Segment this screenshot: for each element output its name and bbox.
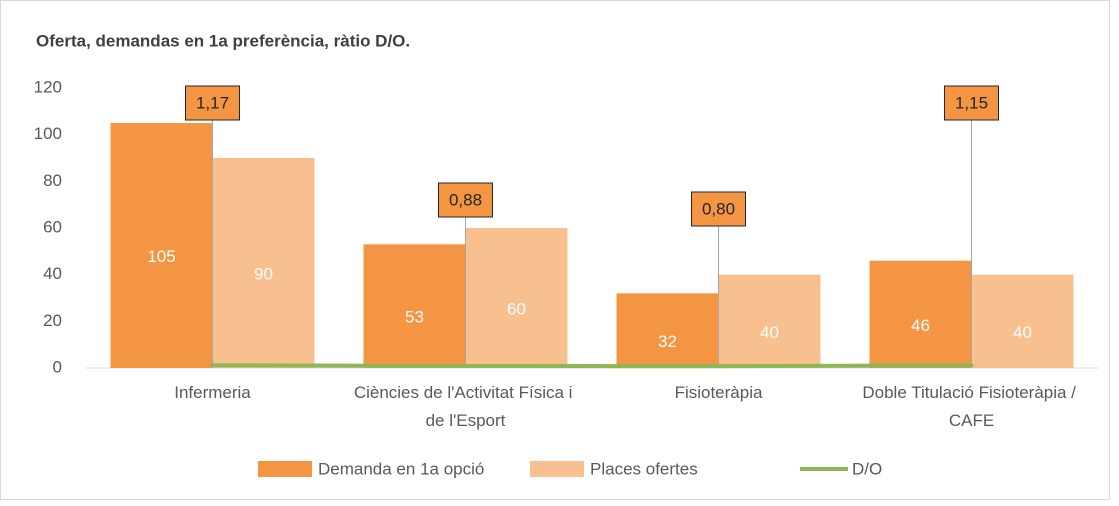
bar-value-label: 32	[658, 332, 677, 351]
bar-value-label: 60	[507, 299, 526, 318]
y-tick-label: 80	[43, 171, 62, 190]
data-label-box	[185, 85, 240, 121]
x-tick-label-line: Ciències de l'Activitat Física i	[354, 383, 577, 402]
bar-value-label: 105	[147, 247, 175, 266]
x-tick-label-line: Doble Titulació Fisioteràpia /	[862, 383, 1080, 402]
bar	[616, 293, 719, 368]
y-tick-label: 120	[34, 77, 62, 96]
bar	[110, 123, 213, 368]
legend-label: Places ofertes	[590, 459, 698, 478]
data-label: 0,80	[702, 199, 735, 218]
x-tick-label-line: de l'Esport	[426, 411, 506, 430]
legend-swatch	[530, 461, 584, 477]
bar	[363, 244, 466, 368]
chart-title: Oferta, demandas en 1a preferència, ràti…	[36, 31, 410, 50]
x-tick-label-line: Fisioteràpia	[675, 383, 763, 402]
legend-swatch	[258, 461, 312, 477]
y-tick-label: 60	[43, 217, 62, 236]
x-tick-label: Infermeria	[174, 383, 251, 402]
x-tick-label: Doble Titulació Fisioteràpia / CAFE	[862, 383, 1080, 430]
x-tick-label-line: Infermeria	[174, 383, 251, 402]
y-tick-label: 100	[34, 124, 62, 143]
legend-label: D/O	[852, 459, 882, 478]
data-label-box	[438, 182, 493, 218]
bar	[971, 274, 1074, 368]
data-label-box	[691, 191, 746, 227]
bar	[212, 158, 315, 368]
data-label: 0,88	[449, 190, 482, 209]
x-tick-label: Ciències de l'Activitat Física i de l'Es…	[354, 383, 577, 430]
bar	[869, 260, 972, 368]
y-tick-label: 40	[43, 264, 62, 283]
bar	[465, 228, 568, 368]
data-label-box	[944, 85, 999, 121]
bar-value-label: 53	[405, 308, 424, 327]
y-tick-label: 20	[43, 311, 62, 330]
y-tick-label: 0	[53, 357, 62, 376]
data-label: 1,15	[955, 93, 988, 112]
bar	[718, 274, 821, 368]
legend-label: Demanda en 1a opció	[318, 459, 484, 478]
bar-value-label: 90	[254, 264, 273, 283]
bar-value-label: 40	[760, 323, 779, 342]
bar-value-label: 40	[1013, 323, 1032, 342]
bar-value-label: 46	[911, 316, 930, 335]
x-tick-label: Fisioteràpia	[675, 383, 763, 402]
x-tick-label-line: CAFE	[949, 411, 994, 430]
data-label: 1,17	[196, 93, 229, 112]
line-series	[210, 363, 974, 369]
